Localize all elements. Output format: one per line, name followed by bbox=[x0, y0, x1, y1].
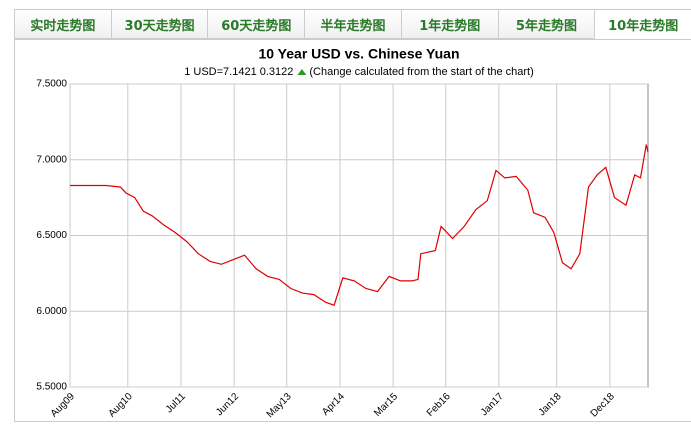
x-tick-label: May13 bbox=[265, 391, 294, 420]
chart-subtitle: 1 USD=7.1421 0.3122 bbox=[184, 66, 293, 78]
x-tick-label: Apr14 bbox=[320, 391, 347, 418]
x-tick-label: Jun12 bbox=[214, 391, 241, 418]
x-tick-label: Jan18 bbox=[537, 391, 564, 418]
x-tick-label: Aug10 bbox=[107, 391, 136, 420]
up-arrow bbox=[297, 69, 307, 75]
x-tick-label: Dec18 bbox=[589, 391, 618, 420]
y-tick-label: 7.5000 bbox=[36, 79, 67, 90]
y-tick-label: 5.5000 bbox=[36, 382, 67, 393]
tab-bar: 实时走势图 30天走势图 60天走势图 半年走势图 1年走势图 5年走势图 10年走势图 bbox=[14, 9, 691, 40]
y-tick-label: 6.0000 bbox=[36, 306, 67, 317]
y-tick-label: 7.0000 bbox=[36, 154, 67, 165]
x-tick-label: Feb16 bbox=[425, 391, 453, 419]
tab[interactable]: 30天走势图 bbox=[110, 9, 208, 39]
chart-box bbox=[14, 40, 691, 422]
x-tick-label: Aug09 bbox=[49, 391, 78, 420]
x-tick-label: Jan17 bbox=[479, 391, 506, 418]
x-tick-label: Jul11 bbox=[164, 391, 188, 415]
tab[interactable]: 半年走势图 bbox=[304, 9, 401, 39]
y-tick-label: 6.5000 bbox=[36, 230, 67, 241]
tab[interactable]: 60天走势图 bbox=[207, 9, 305, 39]
tab[interactable]: 实时走势图 bbox=[14, 9, 111, 39]
chart-note: (Change calculated from the start of the… bbox=[309, 66, 533, 78]
series-line bbox=[70, 144, 649, 306]
tab[interactable]: 1年走势图 bbox=[400, 9, 498, 39]
x-tick-label: Mar15 bbox=[372, 391, 400, 419]
tab[interactable]: 5年走势图 bbox=[497, 9, 595, 39]
tab[interactable]: 10年走势图 bbox=[594, 9, 691, 39]
chart-title: 10 Year USD vs. Chinese Yuan bbox=[258, 46, 459, 62]
